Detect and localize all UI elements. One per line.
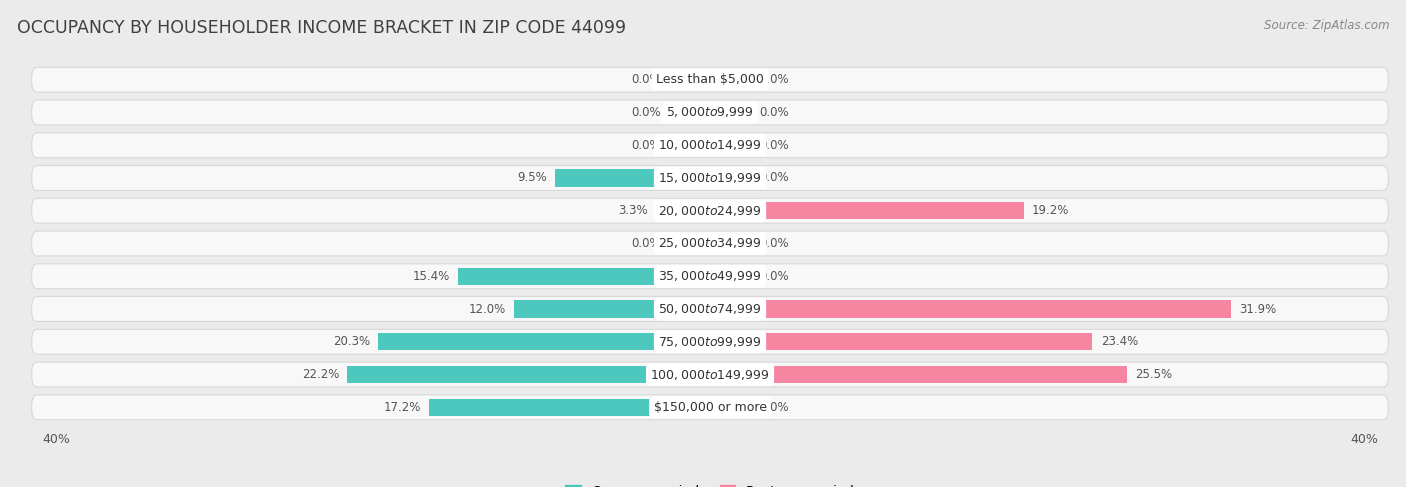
Bar (710, 300, 1232, 318)
Bar (657, 202, 710, 219)
Text: 0.0%: 0.0% (631, 237, 661, 250)
Bar (515, 300, 710, 318)
Bar (555, 169, 710, 187)
Text: Source: ZipAtlas.com: Source: ZipAtlas.com (1264, 19, 1389, 33)
FancyBboxPatch shape (32, 395, 1388, 420)
FancyBboxPatch shape (32, 231, 1388, 256)
Text: 15.4%: 15.4% (413, 270, 450, 283)
FancyBboxPatch shape (32, 264, 1388, 289)
Bar (710, 104, 751, 121)
Text: 17.2%: 17.2% (384, 401, 420, 414)
FancyBboxPatch shape (32, 297, 1388, 321)
Bar (710, 333, 1092, 350)
Text: $50,000 to $74,999: $50,000 to $74,999 (658, 302, 762, 316)
Bar (710, 202, 1024, 219)
Text: OCCUPANCY BY HOUSEHOLDER INCOME BRACKET IN ZIP CODE 44099: OCCUPANCY BY HOUSEHOLDER INCOME BRACKET … (17, 19, 626, 37)
Text: 0.0%: 0.0% (631, 106, 661, 119)
Bar (710, 137, 751, 154)
Text: $75,000 to $99,999: $75,000 to $99,999 (658, 335, 762, 349)
Bar (429, 399, 710, 416)
Text: 0.0%: 0.0% (759, 270, 789, 283)
Text: $35,000 to $49,999: $35,000 to $49,999 (658, 269, 762, 283)
Text: 31.9%: 31.9% (1240, 302, 1277, 316)
Text: 20.3%: 20.3% (333, 335, 370, 348)
Text: 0.0%: 0.0% (759, 171, 789, 185)
Bar (710, 71, 751, 88)
Text: 0.0%: 0.0% (631, 73, 661, 86)
Legend: Owner-occupied, Renter-occupied: Owner-occupied, Renter-occupied (560, 480, 860, 487)
Text: 12.0%: 12.0% (468, 302, 506, 316)
Text: Less than $5,000: Less than $5,000 (657, 73, 763, 86)
Text: $5,000 to $9,999: $5,000 to $9,999 (666, 106, 754, 119)
FancyBboxPatch shape (32, 100, 1388, 125)
Bar (710, 169, 751, 187)
Bar (669, 104, 710, 121)
FancyBboxPatch shape (32, 329, 1388, 354)
Text: 0.0%: 0.0% (759, 139, 789, 152)
Text: $100,000 to $149,999: $100,000 to $149,999 (651, 368, 769, 381)
Text: 0.0%: 0.0% (759, 73, 789, 86)
Text: 0.0%: 0.0% (759, 401, 789, 414)
Text: 19.2%: 19.2% (1032, 204, 1070, 217)
Bar (669, 235, 710, 252)
Text: $15,000 to $19,999: $15,000 to $19,999 (658, 171, 762, 185)
Bar (710, 235, 751, 252)
FancyBboxPatch shape (32, 166, 1388, 190)
Text: 0.0%: 0.0% (631, 139, 661, 152)
Bar (458, 268, 710, 285)
Text: 23.4%: 23.4% (1101, 335, 1137, 348)
Text: 0.0%: 0.0% (759, 106, 789, 119)
FancyBboxPatch shape (32, 133, 1388, 158)
Text: 25.5%: 25.5% (1135, 368, 1173, 381)
FancyBboxPatch shape (32, 362, 1388, 387)
FancyBboxPatch shape (32, 198, 1388, 223)
Bar (710, 399, 751, 416)
Bar (347, 366, 710, 383)
Text: $10,000 to $14,999: $10,000 to $14,999 (658, 138, 762, 152)
Bar (669, 71, 710, 88)
Text: 9.5%: 9.5% (517, 171, 547, 185)
Bar (378, 333, 710, 350)
Text: 3.3%: 3.3% (619, 204, 648, 217)
Text: 0.0%: 0.0% (759, 237, 789, 250)
Text: $20,000 to $24,999: $20,000 to $24,999 (658, 204, 762, 218)
Text: 22.2%: 22.2% (302, 368, 339, 381)
FancyBboxPatch shape (32, 67, 1388, 92)
Text: $150,000 or more: $150,000 or more (654, 401, 766, 414)
Bar (669, 137, 710, 154)
Bar (710, 268, 751, 285)
Bar (710, 366, 1126, 383)
Text: $25,000 to $34,999: $25,000 to $34,999 (658, 237, 762, 250)
